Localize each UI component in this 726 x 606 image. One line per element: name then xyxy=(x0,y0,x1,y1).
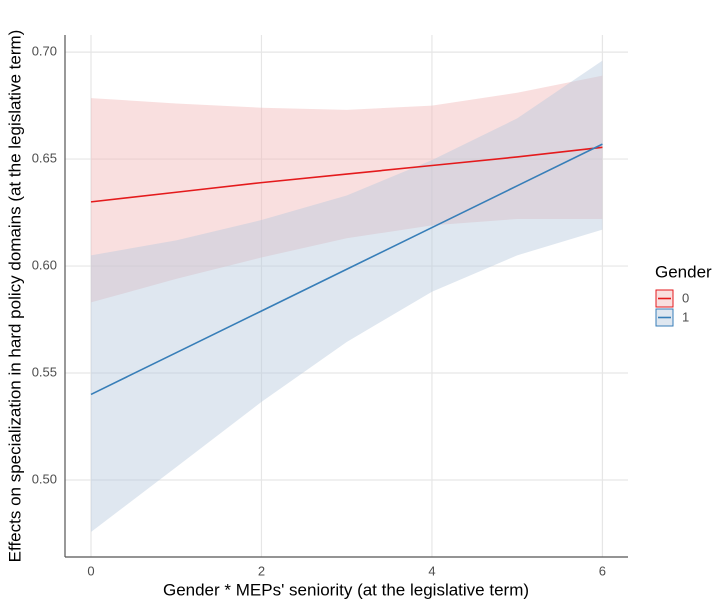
y-tick-label: 0.55 xyxy=(32,364,57,379)
y-tick-label: 0.70 xyxy=(32,44,57,59)
x-tick-label: 4 xyxy=(428,563,435,578)
legend-label: 0 xyxy=(682,290,689,305)
legend-title: Gender xyxy=(655,262,712,281)
confidence-band xyxy=(90,75,603,303)
x-tick-label: 2 xyxy=(258,563,265,578)
x-tick-label: 0 xyxy=(87,563,94,578)
x-axis-title: Gender * MEPs' seniority (at the legisla… xyxy=(163,580,529,599)
y-tick-label: 0.65 xyxy=(32,151,57,166)
legend-label: 1 xyxy=(682,309,689,324)
y-axis-title: Effects on specialization in hard policy… xyxy=(5,30,24,563)
line xyxy=(90,143,603,396)
x-tick-label: 6 xyxy=(599,563,606,578)
y-tick-label: 0.60 xyxy=(32,257,57,272)
line xyxy=(90,146,603,203)
y-tick-label: 0.50 xyxy=(32,471,57,486)
confidence-band xyxy=(90,60,603,532)
